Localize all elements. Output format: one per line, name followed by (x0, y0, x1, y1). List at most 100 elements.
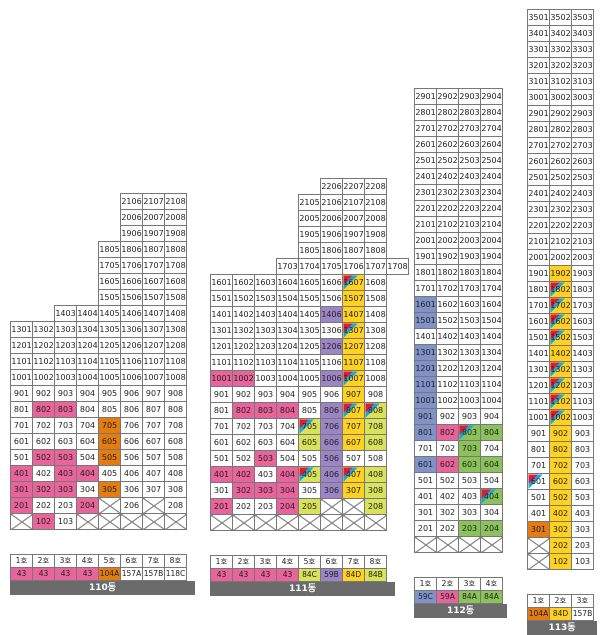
unit-cell: 303 (458, 504, 481, 521)
empty-cell (77, 210, 99, 226)
unit-cell: 308 (364, 482, 387, 499)
unit-cell: 605 (298, 434, 321, 451)
unit-cell: 505 (98, 449, 121, 466)
unit-cell: 704 (480, 440, 503, 457)
unit-cell: 2103 (458, 216, 481, 233)
no-unit-cell (342, 514, 365, 531)
unit-cell: 1501 (414, 312, 437, 329)
floor-row: 1401 1402 1403 1404 1405 1406 1407 1408 (210, 306, 409, 323)
empty-cell (255, 259, 277, 275)
no-unit-cell (364, 514, 387, 531)
unit-cell: 1204 (276, 338, 299, 355)
unit-cell: 1201 (10, 337, 33, 354)
unit-cell: 302 (549, 521, 572, 538)
line-label: 2호 (32, 554, 55, 568)
line-label: 1호 (527, 594, 550, 608)
floor-row: 501 502 503 504 (414, 472, 503, 489)
unit-cell: 1808 (364, 242, 387, 259)
no-unit-cell (120, 513, 143, 530)
unit-cell: 703 (458, 440, 481, 457)
unit-cell: 1907 (342, 226, 365, 243)
floor-row: 2601 2602 2603 2604 (414, 136, 503, 153)
unit-cell: 1705 (320, 258, 343, 275)
floor-row: 1201 1202 1203 1204 1205 1206 1207 1208 (10, 337, 187, 354)
no-unit-cell (232, 514, 255, 531)
unit-cell: 1002 (549, 409, 572, 426)
line-label: 1호 (10, 554, 33, 568)
unit-cell: 804 (76, 401, 99, 418)
unit-cell: 401 (414, 488, 437, 505)
unit-cell: 1002 (32, 369, 55, 386)
unit-type-key: 1호 2호 3호 4호 5호 6호 7호 8호 43 43 43 43 104A 157A 157B 118C (10, 554, 187, 581)
unit-cell: 1808 (164, 241, 187, 258)
floor-row: 1301 1302 1303 (527, 361, 594, 378)
no-unit-cell (458, 536, 481, 553)
unit-cell: 2602 (436, 136, 459, 153)
unit-cell: 1104 (480, 376, 503, 393)
floor-row: 2701 2702 2703 2704 (414, 120, 503, 137)
floor-row: 3401 3402 3403 (527, 25, 594, 42)
unit-cell: 1501 (210, 290, 233, 307)
unit-cell: 2902 (549, 105, 572, 122)
unit-type-label: 84A (480, 590, 503, 604)
line-label: 6호 (320, 555, 343, 569)
floor-row: 1501 1502 1503 (527, 329, 594, 346)
unit-cell: 402 (436, 488, 459, 505)
unit-cell: 302 (32, 481, 55, 498)
unit-cell: 902 (232, 386, 255, 403)
floor-row: 301 302 303 (527, 521, 594, 538)
unit-cell: 1701 (527, 297, 550, 314)
unit-cell: 1206 (320, 338, 343, 355)
unit-cell: 1703 (571, 297, 594, 314)
unit-cell: 1504 (480, 312, 503, 329)
unit-cell: 1304 (276, 322, 299, 339)
unit-cell: 408 (364, 466, 387, 483)
unit-type-label: 43 (210, 568, 233, 582)
unit-cell: 102 (32, 513, 55, 530)
line-label: 3호 (458, 577, 481, 591)
building-0: 2106 2107 2108 2006 2007 2008 1906 1907 1908 1805… (10, 193, 195, 595)
unit-type-label: 59A (436, 590, 459, 604)
unit-cell: 1108 (364, 354, 387, 371)
floor-row: 2501 2502 2503 (527, 169, 594, 186)
floor-row: 701 702 703 704 (414, 440, 503, 457)
floor-row: 1101 1102 1103 1104 1105 1106 1107 1108 (210, 354, 409, 371)
unit-cell: 1305 (98, 321, 121, 338)
empty-cell (33, 226, 55, 242)
unit-cell: 1007 (342, 370, 365, 387)
unit-cell: 3302 (549, 41, 572, 58)
unit-cell: 1003 (458, 392, 481, 409)
unit-cell: 1007 (142, 369, 165, 386)
unit-cell: 2304 (480, 184, 503, 201)
unit-cell: 1604 (276, 274, 299, 291)
unit-cell: 403 (54, 465, 77, 482)
unit-cell: 703 (571, 457, 594, 474)
unit-cell: 1708 (386, 258, 409, 275)
unit-cell: 701 (10, 417, 33, 434)
unit-cell: 2002 (436, 232, 459, 249)
unit-cell: 1704 (298, 258, 321, 275)
unit-cell: 902 (436, 408, 459, 425)
floor-row: 2001 2002 2003 (527, 249, 594, 266)
unit-cell: 702 (436, 440, 459, 457)
floor-row: 601 602 603 604 605 606 607 608 (10, 433, 187, 450)
unit-cell: 3001 (527, 89, 550, 106)
unit-type-label: 84A (458, 590, 481, 604)
unit-cell: 1301 (527, 361, 550, 378)
unit-cell: 2503 (458, 152, 481, 169)
unit-cell: 1601 (210, 274, 233, 291)
unit-cell: 607 (142, 433, 165, 450)
unit-cell: 2801 (527, 121, 550, 138)
floor-row: 1001 1002 1003 1004 1005 1006 1007 1008 (210, 370, 409, 387)
floor-row: 1001 1002 1003 1004 1005 1006 1007 1008 (10, 369, 187, 386)
unit-type-label: 43 (32, 567, 55, 581)
unit-cell: 401 (527, 505, 550, 522)
unit-cell: 308 (164, 481, 187, 498)
empty-cell (77, 274, 99, 290)
unit-cell: 2302 (436, 184, 459, 201)
unit-type-label: 43 (10, 567, 33, 581)
unit-cell: 801 (210, 402, 233, 419)
unit-cell: 203 (571, 537, 594, 554)
unit-type-label: 43 (254, 568, 277, 582)
floor-row: 1906 1907 1908 (11, 225, 187, 242)
